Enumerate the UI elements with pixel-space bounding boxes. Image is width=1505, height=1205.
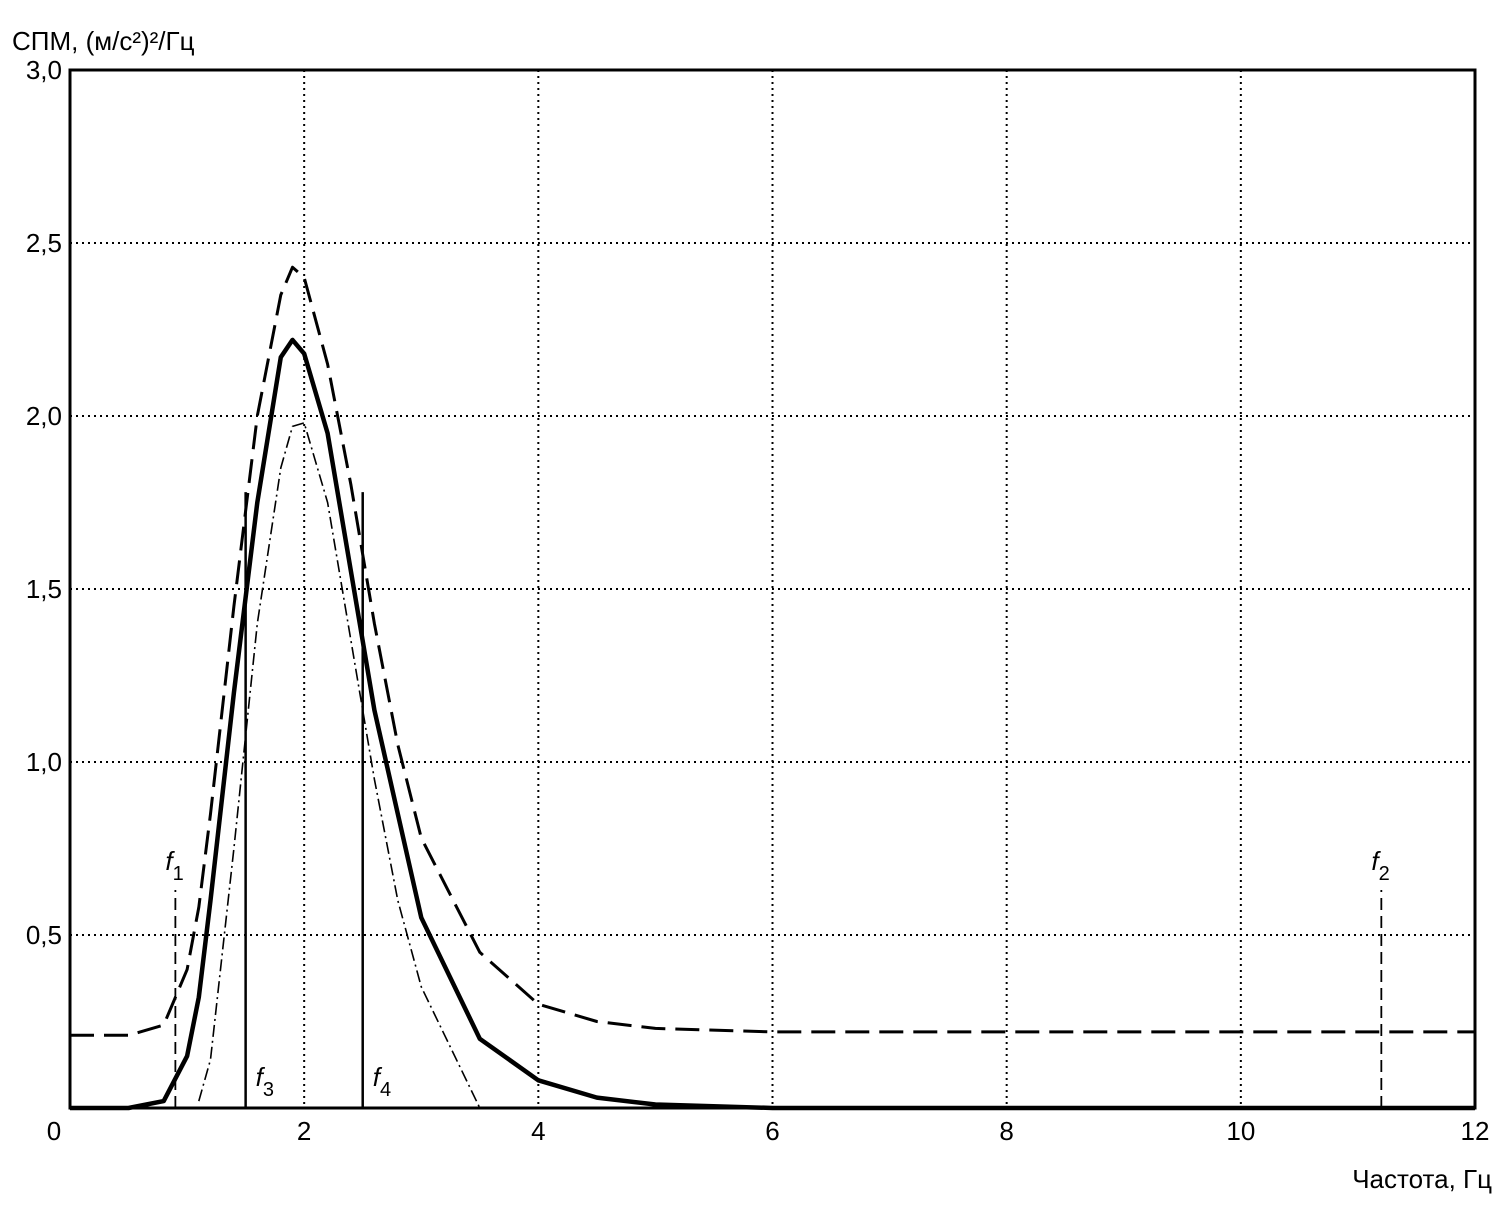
marker-label: f2 [1371, 846, 1389, 885]
marker-symbol: f [165, 846, 175, 876]
marker-symbol: f [373, 1062, 383, 1092]
x-axis-label: Частота, Гц [1352, 1164, 1492, 1194]
marker-label: f3 [256, 1062, 274, 1101]
line-series [198, 422, 481, 1109]
y-axis-label: СПМ, (м/с²)²/Гц [12, 26, 195, 56]
x-tick-label: 0 [47, 1116, 61, 1146]
y-tick-label: 3,0 [26, 55, 62, 85]
marker-index: 1 [173, 863, 184, 885]
marker-symbol: f [256, 1062, 266, 1092]
y-tick-label: 2,0 [26, 401, 62, 431]
x-tick-label: 10 [1226, 1116, 1255, 1146]
marker-index: 4 [380, 1079, 391, 1101]
x-tick-label: 2 [297, 1116, 311, 1146]
y-tick-label: 1,5 [26, 574, 62, 604]
y-tick-label: 2,5 [26, 228, 62, 258]
marker-symbol: f [1371, 846, 1381, 876]
x-tick-label: 12 [1461, 1116, 1490, 1146]
marker-index: 2 [1379, 863, 1390, 885]
x-tick-label: 8 [999, 1116, 1013, 1146]
marker-index: 3 [263, 1079, 274, 1101]
x-tick-label: 4 [531, 1116, 545, 1146]
marker-label: f4 [373, 1062, 391, 1101]
y-tick-label: 0,5 [26, 920, 62, 950]
x-tick-label: 6 [765, 1116, 779, 1146]
line-series [70, 265, 1475, 1037]
line-series [70, 337, 1475, 1111]
marker-label: f1 [165, 846, 183, 885]
y-tick-label: 1,0 [26, 747, 62, 777]
